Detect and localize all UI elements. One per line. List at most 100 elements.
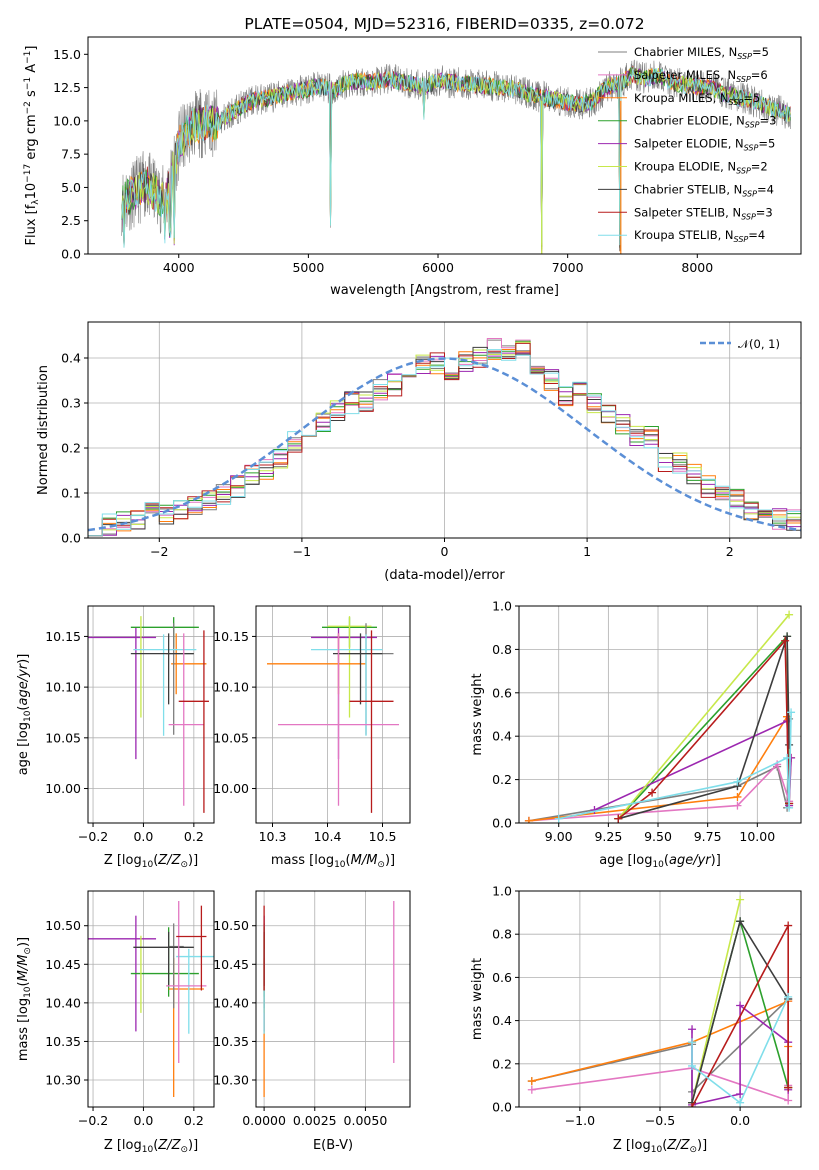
y-tick-label: 10.40 xyxy=(45,995,81,1010)
legend-entry: Chabrier MILES, NSSP=5 xyxy=(634,45,769,61)
residual-histogram xyxy=(88,349,801,537)
y-tick-label: 10.30 xyxy=(45,1073,81,1088)
ticks: −0.2 0.0 0.2 10.30 10.35 10.40 10.45 10.50 xyxy=(45,918,204,1128)
mass-weight-marker xyxy=(736,1098,745,1107)
x-tick-label: −2 xyxy=(150,544,168,559)
y-tick-label: 15.0 xyxy=(53,47,81,62)
ticks: 0.0000 0.0025 0.0050 10.30 10.35 10.40 10.45 10… xyxy=(213,918,387,1128)
y-tick-label: 0.2 xyxy=(61,441,81,456)
model-spectrum-line xyxy=(121,67,791,248)
mass-weight-marker xyxy=(781,636,790,645)
y-tick-label: 10.0 xyxy=(53,113,81,128)
weight-vs-age-ylabel: mass weight xyxy=(470,673,485,755)
errorbar-layer xyxy=(88,901,214,1097)
x-tick-label: 0.0050 xyxy=(344,1113,388,1128)
x-tick-label: 6000 xyxy=(422,260,454,275)
x-tick-label: 10.4 xyxy=(314,829,342,844)
y-tick-label: 0.8 xyxy=(492,642,512,657)
y-tick-label: 0.2 xyxy=(492,1056,512,1071)
y-tick-label: 10.35 xyxy=(213,1034,249,1049)
mass-weight-marker xyxy=(783,753,792,762)
axes-frame xyxy=(255,890,411,1108)
x-tick-label: 8000 xyxy=(681,260,713,275)
model-spectrum-line xyxy=(121,67,791,250)
x-tick-label: 0.2 xyxy=(184,829,204,844)
spectrum-legend: Chabrier MILES, NSSP=5 Salpeter MILES, NS… xyxy=(598,45,776,244)
y-tick-label: 10.10 xyxy=(45,680,81,695)
mass-vs-ebv-panel: 0.0000 0.0025 0.0050 10.30 10.35 10.40 10.45 10… xyxy=(213,890,411,1128)
mass-weight-marker xyxy=(527,1085,536,1094)
y-tick-label: 1.0 xyxy=(492,599,512,614)
residuals-ticks: −2 −1 0 1 2 0.0 0.1 0.2 0.3 0.4 xyxy=(61,351,734,560)
mass-weight-marker xyxy=(614,814,623,823)
y-tick-label: 12.5 xyxy=(53,80,81,95)
errorbar-layer xyxy=(267,616,399,813)
mass-weight-marker xyxy=(688,1061,697,1070)
age-vs-mass-panel: 10.3 10.4 10.5 10.00 10.05 10.10 10.15 xyxy=(213,605,411,844)
y-tick-label: 10.10 xyxy=(213,680,249,695)
x-tick-label: −0.2 xyxy=(78,829,108,844)
x-tick-label: 10.00 xyxy=(739,829,775,844)
gaussian-legend-label: 𝒩(0, 1) xyxy=(738,337,780,351)
mass-weight-marker xyxy=(688,1038,697,1047)
x-tick-label: 0.0025 xyxy=(293,1113,337,1128)
x-tick-label: 0 xyxy=(441,544,449,559)
residuals-xlabel: (data-model)/error xyxy=(384,568,505,583)
spectrum-ticks: 4000 5000 6000 7000 8000 0.0 2.5 5.0 7.5 10.0 12.5… xyxy=(53,47,713,275)
x-tick-label: 2 xyxy=(726,544,734,559)
y-tick-label: 0.2 xyxy=(492,772,512,787)
grid xyxy=(88,606,214,823)
y-tick-label: 0.0 xyxy=(61,531,81,546)
y-tick-label: 10.05 xyxy=(213,730,249,745)
y-tick-label: 0.3 xyxy=(61,396,81,411)
y-tick-label: 10.50 xyxy=(45,918,81,933)
mass-weight-marker xyxy=(736,917,745,926)
mass-weight-line xyxy=(618,636,790,820)
y-tick-label: 10.00 xyxy=(45,781,81,796)
age-vs-Z-ylabel: age [log10(age/yr)] xyxy=(16,654,33,776)
legend-entry: Chabrier ELODIE, NSSP=3 xyxy=(634,114,776,130)
weight-vs-age-panel: 9.00 9.25 9.50 9.75 10.00 0.0 0.2 0.4 0.6 0.8 1.0 xyxy=(492,599,802,844)
weight-vs-age-xlabel: age [log10(age/yr)] xyxy=(599,853,721,870)
ticks: −1.0 −0.5 0.0 0.0 0.2 0.4 0.6 0.8 1.0 xyxy=(492,884,750,1129)
x-tick-label: 1 xyxy=(583,544,591,559)
y-tick-label: 0.0 xyxy=(492,816,512,831)
gaussian-model-line xyxy=(88,357,801,532)
x-tick-label: 4000 xyxy=(163,260,195,275)
residuals-panel: −2 −1 0 1 2 0.0 0.1 0.2 0.3 0.4 (data-model)/erro… xyxy=(36,321,802,583)
mass-weight-marker xyxy=(785,803,794,812)
mass-vs-ebv-xlabel: E(B-V) xyxy=(313,1138,353,1153)
mass-weight-marker xyxy=(733,777,742,786)
y-tick-label: 0.0 xyxy=(61,247,81,262)
mass-weight-marker xyxy=(785,610,794,619)
mass-vs-Z-panel: −0.2 0.0 0.2 10.30 10.35 10.40 10.45 10.50 xyxy=(45,890,215,1128)
mass-weight-line xyxy=(691,996,789,1104)
mass-weight-marker xyxy=(736,895,745,904)
x-tick-label: −0.5 xyxy=(645,1113,675,1128)
grid xyxy=(88,891,214,1107)
weight-vs-Z-ylabel: mass weight xyxy=(470,958,485,1040)
y-tick-label: 10.15 xyxy=(213,629,249,644)
x-tick-label: 0.0 xyxy=(133,829,153,844)
mass-weight-marker xyxy=(648,788,657,797)
spectrum-data-layer xyxy=(121,59,791,254)
spectrum-ylabel: Flux [fλ10−17 erg cm−2 s−1 A−1] xyxy=(23,46,41,246)
y-tick-label: 10.40 xyxy=(213,995,249,1010)
mass-weight-marker xyxy=(784,1096,793,1105)
weight-vs-Z-xlabel: Z [log10(Z/Z⊙)] xyxy=(613,1138,707,1155)
legend-entry: Salpeter STELIB, NSSP=3 xyxy=(634,205,773,221)
axes-frame xyxy=(87,605,215,824)
mass-weight-marker xyxy=(784,992,793,1001)
x-tick-label: 9.50 xyxy=(644,829,672,844)
residuals-hist-layer xyxy=(88,338,801,537)
legend-entry: Salpeter MILES, NSSP=6 xyxy=(634,68,768,84)
grid xyxy=(256,606,410,823)
y-tick-label: 10.50 xyxy=(213,918,249,933)
y-tick-label: 10.15 xyxy=(45,629,81,644)
age-vs-Z-panel: −0.2 0.0 0.2 10.00 10.05 10.10 10.15 xyxy=(45,605,215,844)
x-tick-label: −1 xyxy=(293,544,311,559)
legend-entry: Kroupa ELODIE, NSSP=2 xyxy=(634,160,768,176)
axes-frame xyxy=(518,890,802,1108)
x-tick-label: −1.0 xyxy=(565,1113,595,1128)
